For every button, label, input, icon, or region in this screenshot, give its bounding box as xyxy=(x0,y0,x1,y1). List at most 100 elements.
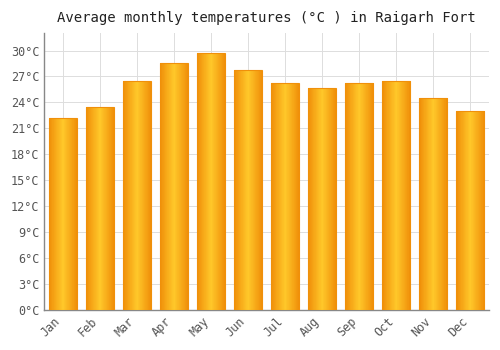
Bar xyxy=(205,53,206,310)
Bar xyxy=(255,70,256,310)
Bar xyxy=(171,63,172,310)
Bar xyxy=(150,81,152,310)
Bar xyxy=(110,107,111,310)
Bar xyxy=(51,118,52,310)
Bar xyxy=(137,81,138,310)
Bar xyxy=(138,81,140,310)
Bar xyxy=(314,88,316,310)
Bar xyxy=(468,111,469,310)
Bar xyxy=(104,107,106,310)
Bar xyxy=(464,111,465,310)
Bar xyxy=(288,83,289,310)
Bar xyxy=(197,53,198,310)
Bar xyxy=(55,118,56,310)
Bar xyxy=(235,70,236,310)
Bar xyxy=(392,81,394,310)
Bar xyxy=(404,81,406,310)
Bar xyxy=(69,118,70,310)
Bar xyxy=(96,107,97,310)
Bar xyxy=(215,53,216,310)
Bar xyxy=(400,81,402,310)
Bar xyxy=(383,81,384,310)
Bar xyxy=(284,83,285,310)
Bar xyxy=(131,81,132,310)
Bar xyxy=(135,81,136,310)
Bar xyxy=(332,88,333,310)
Bar xyxy=(370,83,372,310)
Bar xyxy=(443,98,444,310)
Bar xyxy=(164,63,166,310)
Bar xyxy=(346,83,373,310)
Bar xyxy=(289,83,290,310)
Bar xyxy=(126,81,127,310)
Bar xyxy=(54,118,55,310)
Bar xyxy=(54,118,56,310)
Bar xyxy=(310,88,311,310)
Bar xyxy=(219,53,220,310)
Bar xyxy=(389,81,390,310)
Bar xyxy=(426,98,428,310)
Bar xyxy=(236,70,238,310)
Bar xyxy=(398,81,399,310)
Bar xyxy=(330,88,331,310)
Bar xyxy=(256,70,257,310)
Bar xyxy=(444,98,446,310)
Bar xyxy=(385,81,386,310)
Bar xyxy=(348,83,350,310)
Bar xyxy=(241,70,242,310)
Bar xyxy=(351,83,352,310)
Bar xyxy=(210,53,211,310)
Bar xyxy=(68,118,70,310)
Bar xyxy=(444,98,445,310)
Bar xyxy=(482,111,484,310)
Bar xyxy=(477,111,478,310)
Bar xyxy=(480,111,482,310)
Bar xyxy=(316,88,317,310)
Bar xyxy=(420,98,421,310)
Bar xyxy=(185,63,186,310)
Bar xyxy=(240,70,242,310)
Bar xyxy=(163,63,164,310)
Bar xyxy=(371,83,372,310)
Bar xyxy=(313,88,314,310)
Bar xyxy=(146,81,148,310)
Bar xyxy=(130,81,131,310)
Bar xyxy=(446,98,448,310)
Bar xyxy=(246,70,248,310)
Bar xyxy=(420,98,447,310)
Bar xyxy=(64,118,65,310)
Bar xyxy=(428,98,430,310)
Bar xyxy=(148,81,150,310)
Bar xyxy=(308,88,310,310)
Bar xyxy=(320,88,321,310)
Bar xyxy=(287,83,288,310)
Bar xyxy=(372,83,373,310)
Bar xyxy=(238,70,239,310)
Bar xyxy=(62,118,64,310)
Bar xyxy=(312,88,313,310)
Bar xyxy=(242,70,244,310)
Bar xyxy=(224,53,226,310)
Bar xyxy=(124,81,125,310)
Bar xyxy=(466,111,467,310)
Bar xyxy=(350,83,352,310)
Bar xyxy=(441,98,442,310)
Title: Average monthly temperatures (°C ) in Raigarh Fort: Average monthly temperatures (°C ) in Ra… xyxy=(58,11,476,25)
Bar xyxy=(75,118,76,310)
Bar xyxy=(123,81,124,310)
Bar xyxy=(357,83,358,310)
Bar xyxy=(170,63,171,310)
Bar xyxy=(272,83,273,310)
Bar xyxy=(298,83,300,310)
Bar xyxy=(442,98,443,310)
Bar xyxy=(136,81,137,310)
Bar xyxy=(363,83,364,310)
Bar xyxy=(297,83,298,310)
Bar xyxy=(279,83,280,310)
Bar xyxy=(234,70,262,310)
Bar xyxy=(64,118,66,310)
Bar xyxy=(427,98,428,310)
Bar xyxy=(127,81,128,310)
Bar xyxy=(468,111,469,310)
Bar xyxy=(465,111,466,310)
